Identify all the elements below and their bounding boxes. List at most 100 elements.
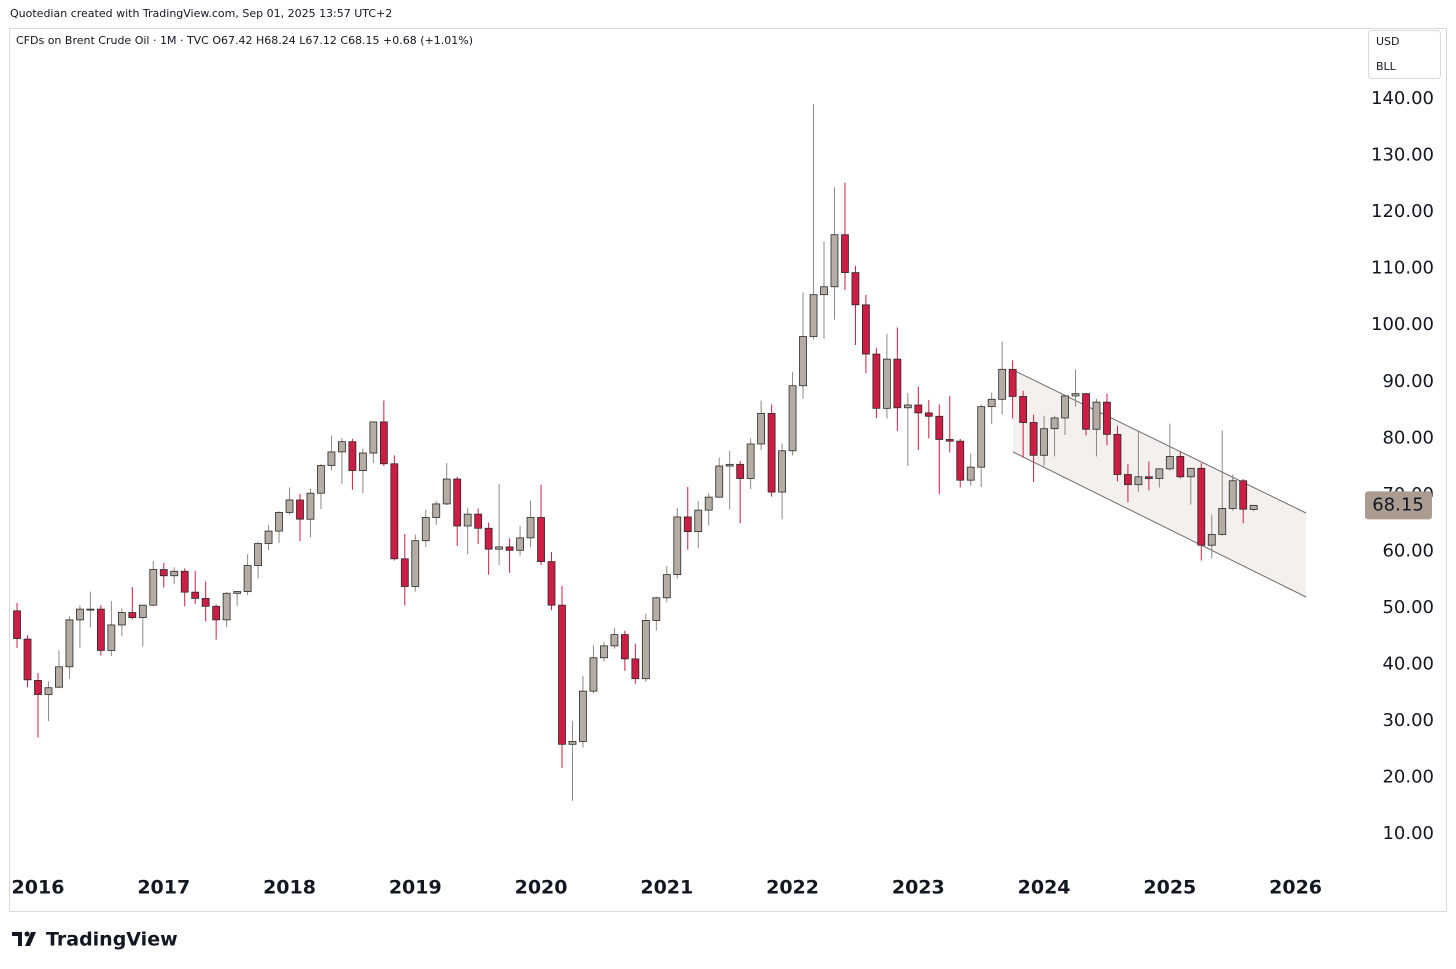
x-tick-label: 2018 bbox=[263, 877, 316, 899]
candle-body bbox=[830, 234, 839, 288]
candle-body bbox=[400, 558, 409, 587]
candle-body bbox=[788, 385, 797, 452]
candle-body bbox=[191, 591, 200, 599]
candle-body bbox=[233, 591, 242, 594]
candle-body bbox=[652, 597, 661, 621]
channel-upper bbox=[1012, 369, 1307, 514]
candle-body bbox=[956, 440, 965, 481]
candle-body bbox=[882, 358, 891, 409]
candle-body bbox=[264, 530, 273, 544]
candle-body bbox=[159, 569, 168, 577]
credit: Quotedian created with TradingView.com, … bbox=[10, 7, 392, 20]
logo-icon bbox=[12, 931, 36, 946]
candle-body bbox=[558, 604, 566, 745]
candle-body bbox=[107, 624, 116, 651]
candle-body bbox=[1050, 417, 1059, 430]
candle-body bbox=[935, 415, 944, 440]
candle-body bbox=[138, 604, 147, 619]
candle-body bbox=[1249, 504, 1258, 510]
candle-body bbox=[128, 612, 137, 619]
x-tick-label: 2021 bbox=[640, 877, 693, 899]
candle-body bbox=[662, 574, 671, 599]
candle-body bbox=[1008, 368, 1017, 397]
candle-body bbox=[212, 605, 221, 621]
candle-body bbox=[1040, 428, 1048, 456]
candle-body bbox=[1092, 401, 1101, 430]
candle-body bbox=[285, 499, 294, 513]
y-tick-label: 120.00 bbox=[1371, 201, 1434, 222]
y-tick-label: 50.00 bbox=[1382, 597, 1434, 618]
candle-body bbox=[474, 513, 483, 529]
candle-body bbox=[862, 304, 870, 355]
candle-body bbox=[1228, 480, 1237, 509]
candle-body bbox=[34, 679, 42, 695]
candle-body bbox=[358, 452, 367, 471]
candle-body bbox=[683, 516, 692, 533]
candle-body bbox=[55, 666, 63, 688]
candle-body bbox=[13, 610, 21, 639]
candle-body bbox=[1197, 467, 1206, 546]
candle-body bbox=[1218, 508, 1227, 535]
candle-body bbox=[442, 478, 451, 505]
last-price-label: 68.15 bbox=[1372, 494, 1424, 515]
candle-body bbox=[631, 658, 640, 680]
candle-body bbox=[1176, 456, 1185, 478]
y-tick-label: 90.00 bbox=[1382, 371, 1434, 392]
y-tick-label: 30.00 bbox=[1382, 710, 1434, 731]
candle-body bbox=[977, 406, 986, 468]
candle-body bbox=[966, 466, 975, 481]
unit-box bbox=[1368, 30, 1441, 79]
candle-body bbox=[767, 413, 776, 493]
candle-body bbox=[1124, 474, 1132, 486]
candle-body bbox=[715, 465, 724, 498]
candle-body bbox=[872, 353, 881, 409]
candle-body bbox=[1155, 468, 1164, 479]
plot: 10.0020.0030.0040.0050.0060.0070.0080.00… bbox=[12, 88, 1434, 899]
candle-body bbox=[495, 546, 504, 550]
candle-body bbox=[180, 570, 189, 593]
x-tick-label: 2017 bbox=[137, 877, 190, 899]
y-tick-label: 140.00 bbox=[1371, 88, 1434, 109]
candle-body bbox=[484, 527, 493, 550]
candle-body bbox=[893, 358, 902, 409]
candle-body bbox=[65, 619, 74, 668]
legend: CFDs on Brent Crude Oil · 1M · TVC O67.4… bbox=[16, 34, 473, 47]
candle-body bbox=[547, 561, 556, 606]
candle-body bbox=[641, 620, 650, 680]
candle-body bbox=[1144, 476, 1153, 479]
y-tick-label: 60.00 bbox=[1382, 540, 1434, 561]
candle-body bbox=[379, 421, 388, 465]
candle-body bbox=[222, 592, 231, 621]
candle-body bbox=[306, 492, 315, 520]
candle-body bbox=[841, 234, 849, 274]
candle-body bbox=[275, 512, 283, 532]
candle-body bbox=[76, 608, 84, 621]
x-tick-label: 2025 bbox=[1143, 877, 1196, 899]
y-tick-label: 40.00 bbox=[1382, 654, 1434, 675]
candle-body bbox=[694, 509, 703, 533]
candle-body bbox=[914, 404, 923, 414]
candle-body bbox=[1019, 396, 1028, 423]
candle-body bbox=[1029, 422, 1038, 456]
candle-body bbox=[799, 336, 807, 387]
candle-body bbox=[736, 463, 745, 479]
candle-body bbox=[1082, 393, 1090, 430]
candle-body bbox=[537, 517, 545, 563]
candle-body bbox=[600, 645, 608, 659]
currency: USD bbox=[1376, 35, 1400, 48]
candle-body bbox=[1207, 534, 1216, 546]
logo: TradingView bbox=[46, 929, 178, 951]
candle-body bbox=[620, 634, 629, 660]
candle-body bbox=[924, 412, 933, 417]
candle-body bbox=[778, 450, 786, 493]
candle-body bbox=[610, 634, 619, 647]
last-price-box bbox=[1365, 491, 1432, 520]
candle-body bbox=[348, 441, 357, 471]
candle-body bbox=[86, 608, 95, 611]
candle-body bbox=[149, 569, 158, 606]
candle-body bbox=[987, 398, 996, 408]
candle-body bbox=[757, 413, 766, 445]
candle-body bbox=[421, 517, 430, 542]
